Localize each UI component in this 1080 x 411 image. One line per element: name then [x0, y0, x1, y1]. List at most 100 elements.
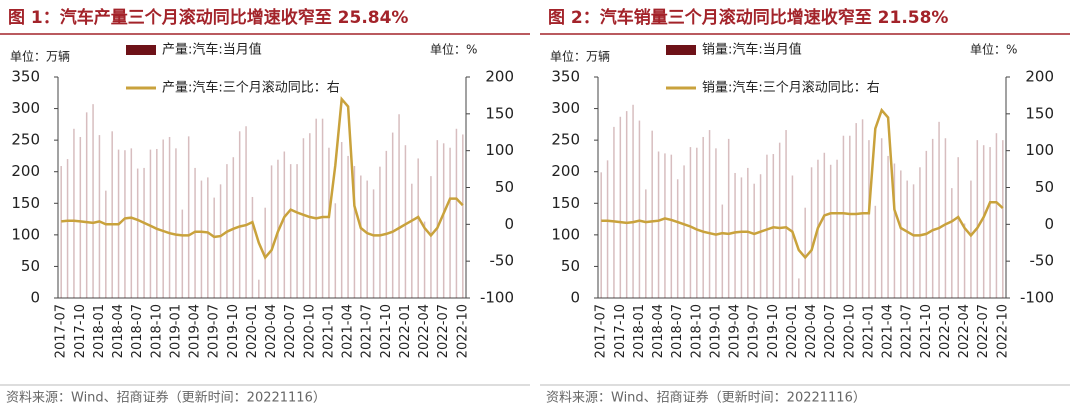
- bar: [200, 180, 203, 298]
- legend-label: 销量:汽车:当月值: [702, 42, 802, 58]
- legend-label: 销量:汽车:三个月滚动同比：右: [702, 80, 880, 96]
- bar: [207, 177, 209, 298]
- bar: [874, 205, 877, 298]
- bar: [798, 278, 800, 298]
- x-tick-label: 2019-07: [207, 304, 222, 358]
- bar: [976, 140, 979, 298]
- bar: [219, 184, 222, 298]
- bar: [868, 140, 870, 298]
- bar: [842, 135, 845, 298]
- y-tick-label: 150: [551, 194, 580, 212]
- bar: [130, 148, 133, 298]
- x-tick-label: 2018-07: [130, 304, 145, 358]
- chart-title: 图 1：汽车产量三个月滚动同比增速收窄至 25.84%: [8, 7, 408, 28]
- y-tick-label: 150: [11, 194, 40, 212]
- bar: [328, 147, 330, 298]
- y-tick-label: 200: [11, 162, 40, 180]
- bar: [721, 204, 724, 298]
- x-tick-label: 2022-01: [938, 304, 953, 358]
- x-tick-label: 2022-10: [995, 304, 1010, 358]
- y2-tick-label: 0: [1044, 215, 1054, 233]
- x-tick-label: 2022-04: [957, 304, 972, 358]
- bar: [455, 128, 458, 298]
- bar: [270, 165, 273, 298]
- y-tick-label: 0: [30, 289, 40, 307]
- bar: [919, 167, 921, 298]
- x-tick-label: 2018-10: [149, 304, 164, 358]
- x-tick-label: 2022-10: [455, 304, 470, 358]
- x-tick-label: 2017-07: [594, 304, 609, 358]
- left-unit: 单位：万辆: [10, 49, 70, 64]
- bar: [791, 175, 794, 298]
- right-unit: 单位：%: [970, 42, 1017, 57]
- x-tick-label: 2018-01: [92, 304, 107, 358]
- x-tick-label: 2021-10: [919, 304, 934, 358]
- bar: [670, 154, 673, 298]
- y-tick-label: 250: [551, 131, 580, 149]
- bar: [925, 150, 928, 298]
- bar: [353, 166, 356, 298]
- x-tick-label: 2018-04: [651, 304, 666, 358]
- bar: [810, 167, 813, 298]
- bar: [398, 114, 400, 298]
- bar: [606, 160, 609, 298]
- bar: [289, 164, 292, 298]
- bar: [462, 134, 464, 298]
- bar: [411, 183, 413, 298]
- bar: [238, 131, 241, 298]
- bar: [951, 188, 953, 298]
- bar: [404, 145, 407, 298]
- bar: [727, 138, 730, 298]
- bar: [175, 148, 177, 298]
- y2-tick-label: -50: [490, 252, 515, 270]
- y-tick-label: 0: [570, 289, 580, 307]
- bar: [938, 121, 940, 299]
- bar: [989, 147, 991, 298]
- bar: [73, 128, 75, 298]
- bar: [111, 131, 113, 298]
- bar: [347, 155, 349, 298]
- bar: [982, 145, 985, 298]
- bar: [664, 153, 666, 298]
- y-tick-label: 350: [11, 68, 40, 86]
- x-tick-label: 2022-04: [417, 304, 432, 358]
- bar: [366, 180, 368, 298]
- bar: [372, 189, 375, 298]
- bar: [423, 221, 426, 298]
- x-tick-label: 2018-04: [111, 304, 126, 358]
- bar: [893, 163, 896, 298]
- x-tick-label: 2020-01: [245, 304, 260, 358]
- bar: [105, 190, 107, 298]
- x-tick-label: 2021-07: [360, 304, 375, 358]
- line: [61, 96, 464, 260]
- bar: [657, 151, 660, 298]
- bar: [823, 152, 826, 298]
- y2-tick-label: 50: [1035, 178, 1054, 196]
- bar: [85, 112, 88, 298]
- bar: [836, 159, 838, 298]
- x-tick-label: 2020-10: [842, 304, 857, 358]
- legend-swatch: [126, 45, 156, 55]
- bar: [861, 119, 864, 298]
- bar: [740, 177, 743, 298]
- x-tick-label: 2019-01: [168, 304, 183, 358]
- bar: [360, 175, 362, 298]
- bar: [855, 123, 857, 298]
- y-tick-label: 100: [11, 225, 40, 243]
- bar: [213, 197, 215, 298]
- bar: [136, 168, 139, 298]
- bar: [683, 165, 685, 298]
- chart: 图 2：汽车销量三个月滚动同比增速收窄至 21.58% 单位：万辆 单位：% 0 50 1…: [540, 7, 1070, 406]
- bar: [715, 148, 717, 298]
- source: 资料来源：Wind、招商证券（更新时间：20221116）: [6, 390, 326, 406]
- bar: [600, 172, 602, 298]
- bar: [829, 164, 832, 298]
- bar: [149, 149, 152, 298]
- bar: [98, 135, 101, 298]
- bar: [702, 136, 704, 298]
- legend-label: 产量:汽车:当月值: [162, 42, 262, 58]
- y2-tick-label: -50: [1030, 252, 1055, 270]
- bar: [632, 104, 634, 298]
- left-unit: 单位：万辆: [550, 49, 610, 64]
- y2-tick-label: 150: [1025, 104, 1054, 122]
